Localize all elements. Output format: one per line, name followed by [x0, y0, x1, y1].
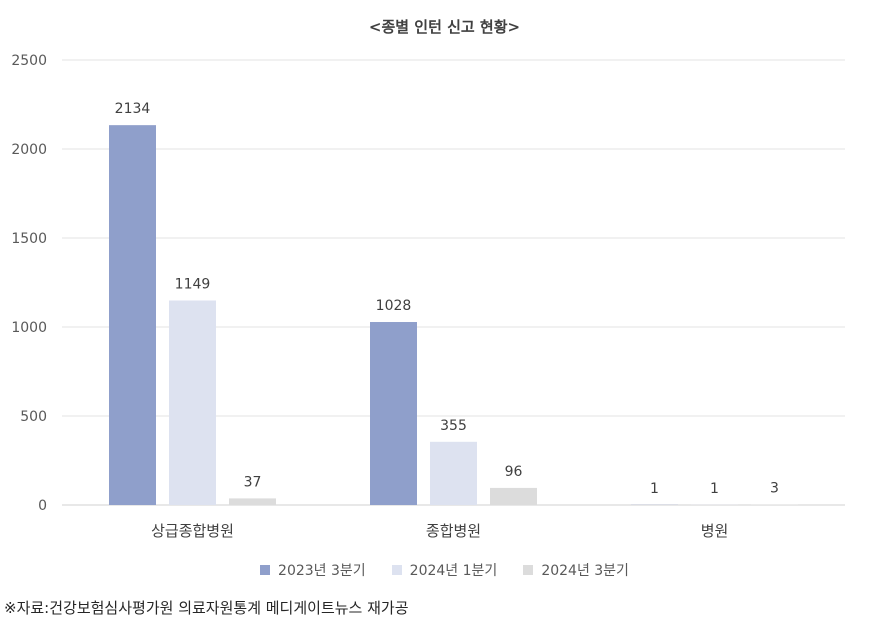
- y-tick-label: 2500: [11, 53, 47, 69]
- data-label: 1149: [175, 276, 211, 292]
- y-tick-label: 1500: [11, 231, 47, 247]
- legend: 2023년 3분기 2024년 1분기 2024년 3분기: [0, 560, 889, 580]
- source-note: ※자료:건강보험심사평가원 의료자원통계 메디게이트뉴스 재가공: [4, 599, 409, 617]
- legend-label: 2024년 1분기: [409, 563, 498, 579]
- bar: [229, 498, 276, 505]
- legend-label: 2023년 3분기: [278, 563, 366, 579]
- bar: [169, 300, 216, 505]
- legend-item: 2024년 3분기: [523, 560, 629, 580]
- x-category-label: 병원: [701, 522, 729, 540]
- legend-label: 2024년 3분기: [541, 563, 629, 579]
- legend-item: 2024년 1분기: [391, 560, 498, 580]
- data-label: 37: [244, 474, 262, 490]
- y-tick-label: 0: [38, 498, 47, 514]
- data-label: 96: [505, 464, 523, 480]
- data-label: 1028: [376, 298, 412, 314]
- data-label: 1: [710, 481, 719, 497]
- bar: [370, 322, 417, 505]
- bar: [109, 125, 156, 505]
- x-category-label: 종합병원: [426, 522, 481, 540]
- bar: [430, 441, 477, 505]
- y-tick-label: 500: [20, 409, 47, 425]
- y-tick-label: 1000: [11, 320, 47, 336]
- bar: [490, 487, 537, 505]
- bar: [751, 504, 798, 505]
- bar-chart: 0 500 1000 1500 2000 2500 2134 1149 37 상급종합병원 1028…: [11, 53, 845, 540]
- legend-swatch: [260, 565, 271, 575]
- chart-title: <종별 인턴 신고 현황>: [368, 18, 521, 36]
- legend-swatch: [523, 565, 534, 575]
- y-tick-label: 2000: [11, 142, 47, 158]
- legend-item: 2023년 3분기: [260, 560, 366, 580]
- data-label: 355: [440, 418, 467, 434]
- data-label: 3: [770, 480, 779, 496]
- x-category-label: 상급종합병원: [151, 522, 234, 540]
- data-label: 2134: [115, 101, 151, 117]
- legend-swatch: [391, 565, 402, 575]
- data-label: 1: [650, 481, 659, 497]
